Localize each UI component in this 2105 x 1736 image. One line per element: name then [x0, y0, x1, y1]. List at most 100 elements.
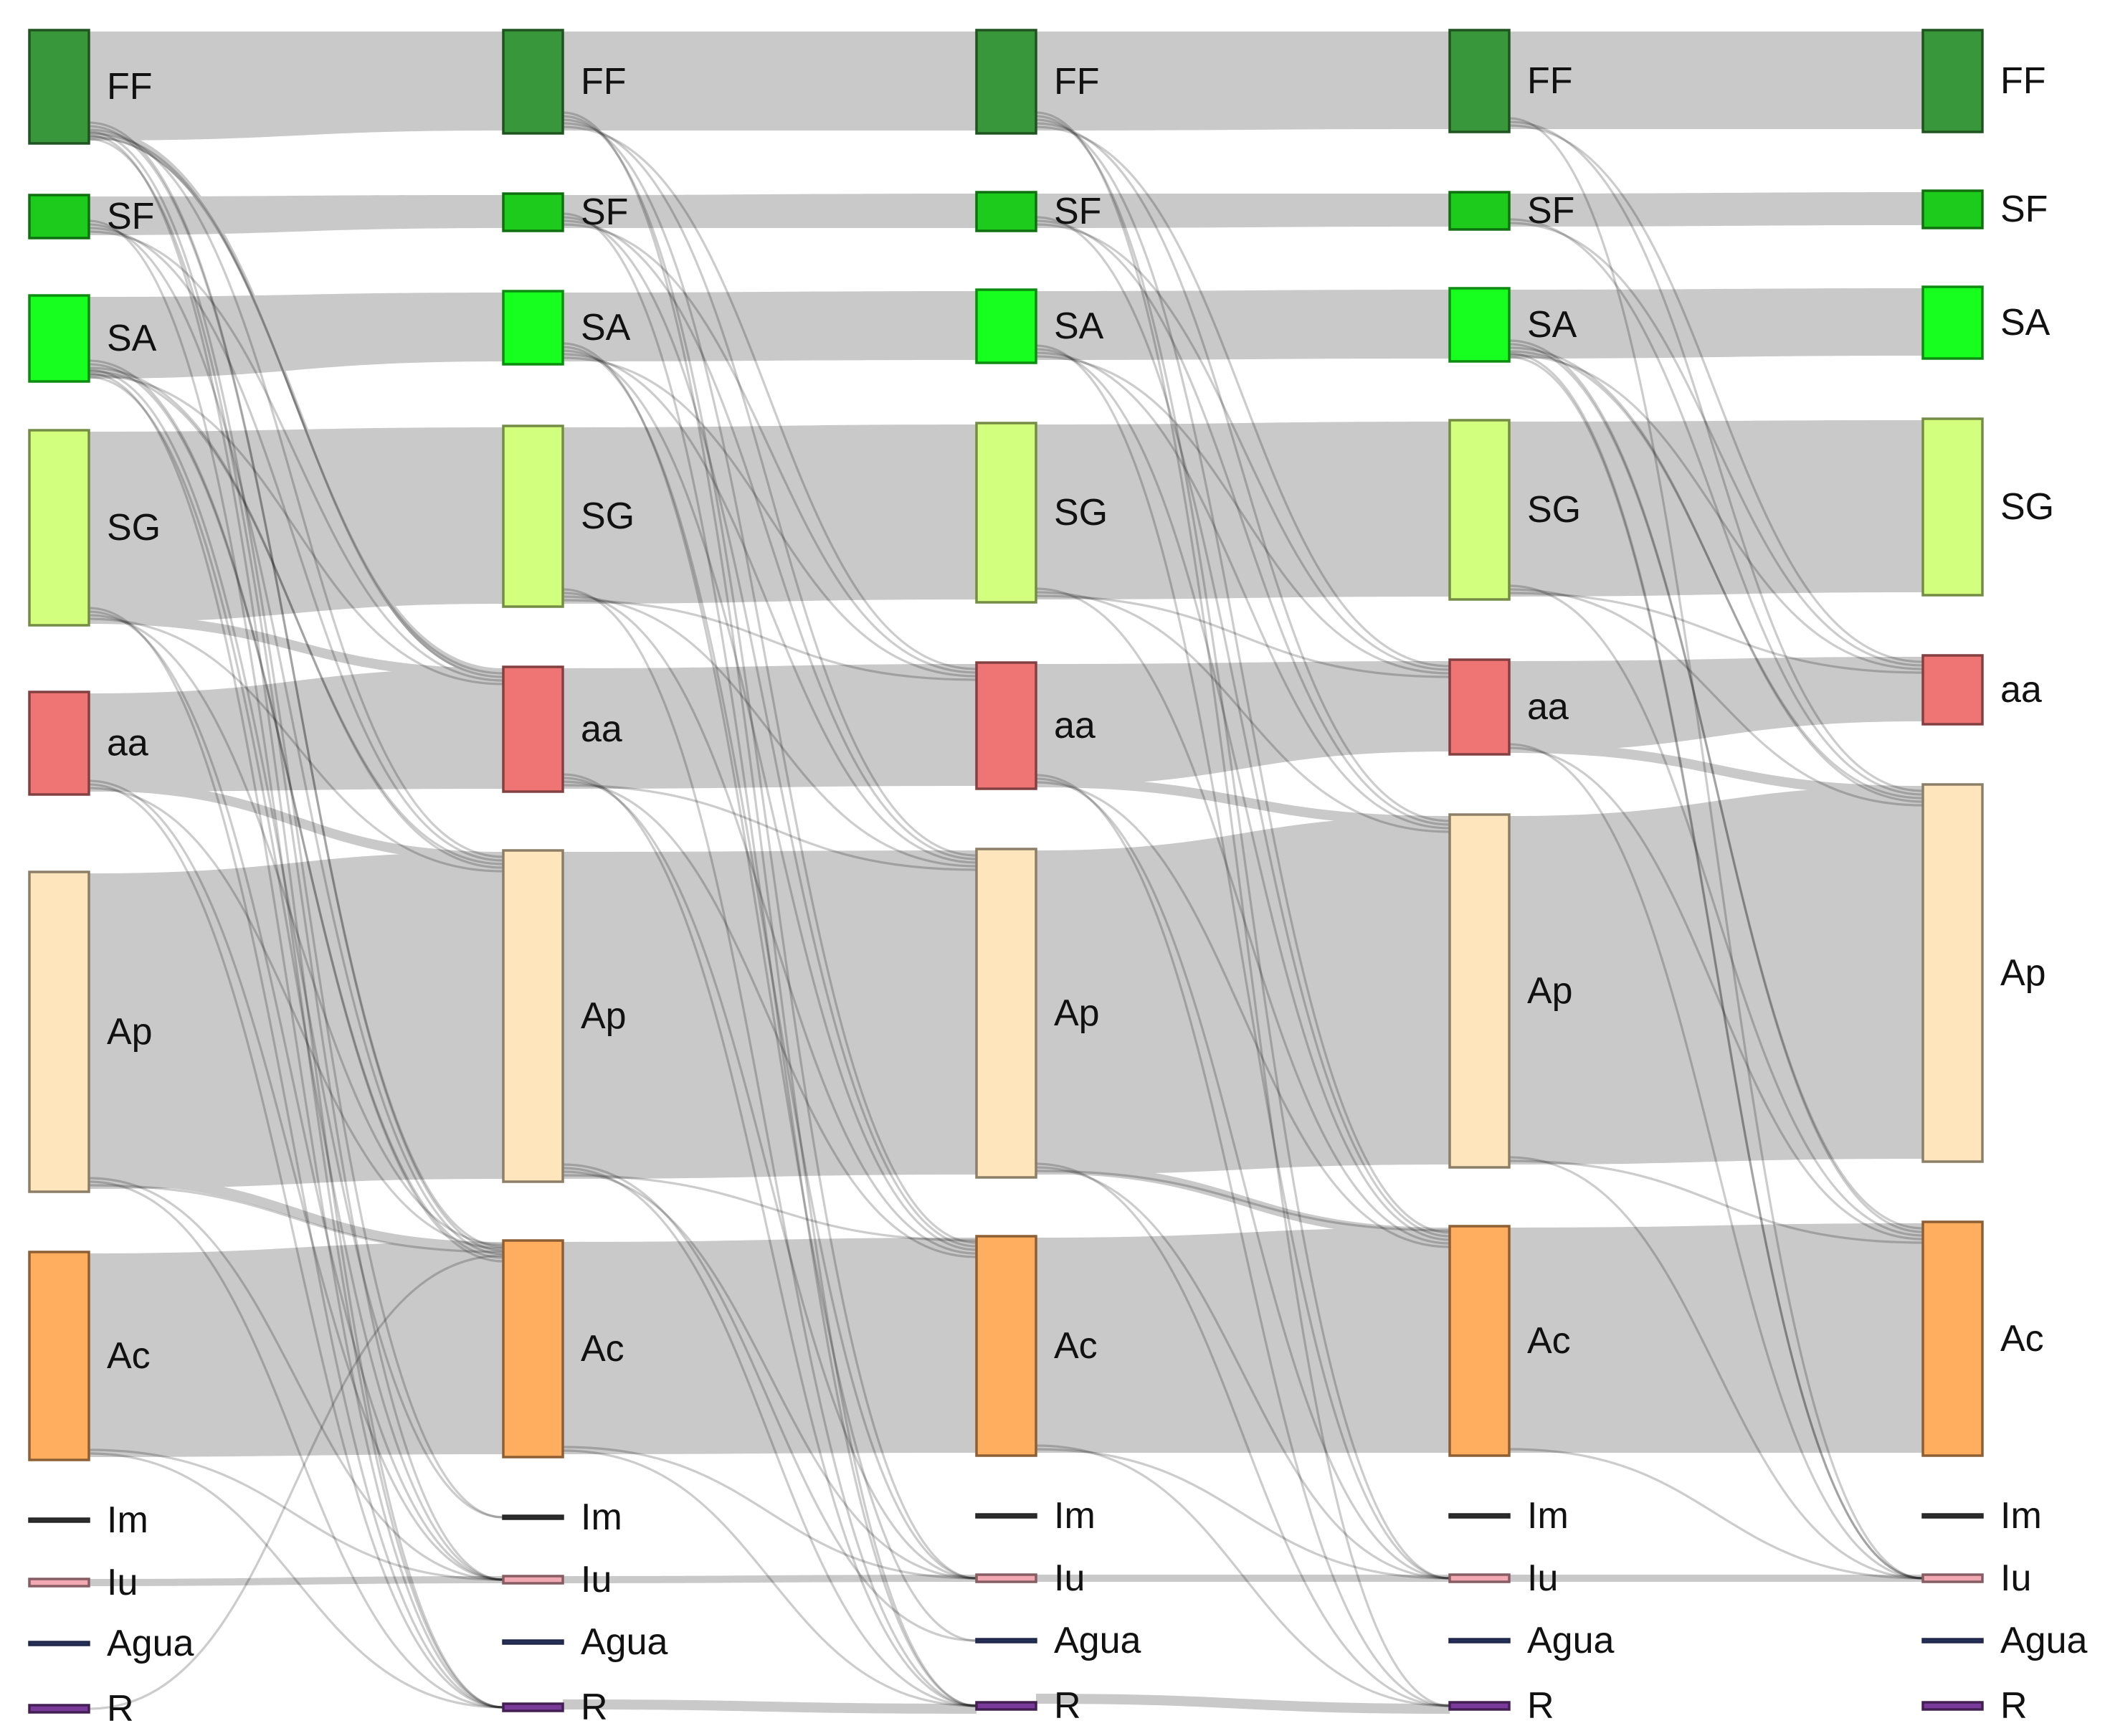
band-Ac-col2-to-col3 — [563, 1238, 977, 1454]
node-label-Ap-col2: Ap — [581, 995, 627, 1037]
node-label-Ac-col4: Ac — [1527, 1320, 1571, 1362]
link-SA-to-Ap-col4 — [1508, 350, 1924, 800]
node-label-FF-col2: FF — [581, 61, 627, 103]
node-aa-col4 — [1448, 658, 1511, 756]
link-FF-to-Ap-col3 — [1035, 122, 1450, 822]
link-aa-to-Ac-col1 — [88, 787, 504, 1250]
node-Im-col3 — [975, 1513, 1037, 1519]
link-SA-to-aa-col4 — [1508, 354, 1924, 670]
link-SA-to-Ap-col4 — [1508, 346, 1924, 803]
band-Ac-col1-to-col2 — [89, 1242, 503, 1457]
link-SF-to-Ap-col1 — [88, 227, 504, 862]
link-FF-to-Im-col1 — [88, 131, 504, 1519]
link-SA-to-Ac-col4 — [1508, 339, 1924, 1233]
band-Ap-col3-to-col4 — [1036, 816, 1450, 1175]
node-Ap-col1 — [28, 871, 90, 1193]
node-label-Im-col2: Im — [581, 1497, 622, 1538]
band-R-to-R-col2 — [563, 1699, 977, 1714]
node-label-FF-col1: FF — [107, 66, 153, 108]
link-aa-to-Iu-col3 — [1035, 777, 1450, 1580]
band-Ac-col3-to-col4 — [1036, 1228, 1450, 1453]
link-FF-to-Ap-col4 — [1508, 120, 1924, 792]
node-label-SG-col5: SG — [2000, 486, 2054, 528]
link-SG-to-Ap-col3 — [1035, 591, 1450, 833]
link-SF-to-Ap-col2 — [562, 219, 977, 860]
link-SF-to-R-col2 — [562, 212, 977, 1707]
link-Ap-to-Ac-col1 — [88, 1184, 504, 1253]
link-aa-to-Ac-col4 — [1508, 746, 1924, 1241]
link-aa-to-R-col3 — [1035, 774, 1450, 1707]
node-label-FF-col3: FF — [1054, 61, 1100, 103]
link-SA-to-Iu-col4 — [1508, 352, 1924, 1580]
link-FF-to-Ac-col3 — [1035, 118, 1450, 1234]
node-label-FF-col4: FF — [1527, 60, 1573, 102]
node-aa-col3 — [975, 661, 1037, 790]
node-Agua-col4 — [1448, 1638, 1511, 1643]
node-label-SF-col2: SF — [581, 191, 628, 233]
node-SG-col3 — [975, 422, 1037, 604]
node-label-Ap-col4: Ap — [1527, 970, 1573, 1012]
link-FF-to-Iu-col1 — [88, 138, 504, 1581]
node-Agua-col2 — [502, 1639, 564, 1645]
node-label-Im-col5: Im — [2000, 1495, 2042, 1537]
link-Ap-to-Iu-col2 — [562, 1170, 977, 1580]
node-FF-col3 — [975, 29, 1037, 135]
node-Iu-col4 — [1448, 1573, 1511, 1583]
link-FF-to-Ap-col1 — [88, 128, 504, 858]
node-FF-col2 — [502, 29, 564, 135]
band-SG-col2-to-col3 — [563, 424, 977, 604]
node-R-col4 — [1448, 1701, 1511, 1711]
band-SG-to-aa-col1 — [89, 614, 503, 678]
link-SG-to-aa-col2 — [562, 599, 977, 681]
node-label-SF-col5: SF — [2000, 189, 2048, 230]
link-SF-to-aa-col4 — [1508, 222, 1924, 667]
band-SG-col1-to-col2 — [89, 427, 503, 622]
link-FF-to-aa-col2 — [562, 125, 977, 670]
link-SF-to-R-col1 — [88, 219, 504, 1709]
node-label-SA-col3: SA — [1054, 305, 1104, 347]
node-Im-col5 — [1921, 1513, 1984, 1519]
link-Ac-to-Iu-col2 — [562, 1446, 977, 1580]
node-R-col5 — [1921, 1701, 1984, 1711]
node-Agua-col1 — [28, 1641, 90, 1646]
node-label-Iu-col5: Iu — [2000, 1557, 2031, 1599]
link-Ap-to-R-col2 — [562, 1167, 977, 1707]
node-Iu-col1 — [28, 1578, 90, 1588]
node-label-R-col5: R — [2000, 1685, 2028, 1727]
node-label-SA-col4: SA — [1527, 304, 1577, 346]
link-Ap-to-Iu-col1 — [88, 1177, 504, 1581]
band-Ap-col4-to-col5 — [1509, 786, 1923, 1165]
node-Ac-col3 — [975, 1235, 1037, 1457]
node-label-Ap-col1: Ap — [107, 1011, 153, 1053]
node-SF-col4 — [1448, 191, 1511, 231]
band-aa-to-Ap-col1 — [89, 781, 503, 862]
node-label-aa-col4: aa — [1527, 686, 1569, 728]
band-SF-col2-to-col3 — [563, 194, 977, 228]
band-FF-col3-to-col4 — [1036, 32, 1450, 131]
node-label-R-col2: R — [581, 1687, 608, 1728]
link-Ap-to-Ac-col3 — [1035, 1170, 1450, 1232]
link-FF-to-Ac-col1 — [88, 125, 504, 1248]
node-label-Ac-col5: Ac — [2000, 1318, 2044, 1360]
node-label-SA-col2: SA — [581, 307, 631, 348]
node-Iu-col2 — [502, 1575, 564, 1585]
link-FF-to-Iu-col4 — [1508, 117, 1924, 1580]
node-Agua-col5 — [1921, 1638, 1984, 1643]
link-SG-to-Ap-col4 — [1508, 588, 1924, 807]
link-SG-to-Ap-col2 — [562, 595, 977, 868]
band-FF-col2-to-col3 — [563, 32, 977, 131]
node-label-Im-col4: Im — [1527, 1495, 1569, 1537]
link-SA-to-Im-col1 — [88, 369, 504, 1519]
link-SG-to-aa-col4 — [1508, 592, 1924, 674]
node-label-SA-col5: SA — [2000, 302, 2051, 343]
link-SA-to-aa-col1 — [88, 374, 504, 686]
link-SG-to-Ac-col1 — [88, 614, 504, 1246]
node-label-SF-col3: SF — [1054, 191, 1101, 232]
node-SF-col2 — [502, 192, 564, 232]
link-SF-to-Ap-col4 — [1508, 218, 1924, 796]
link-SA-to-Ap-col1 — [88, 366, 504, 869]
band-aa-col3-to-col4 — [1036, 661, 1450, 786]
link-FF-to-aa-col1 — [88, 132, 504, 678]
link-SF-to-Ac-col1 — [88, 223, 504, 1256]
node-SF-col1 — [28, 194, 90, 239]
